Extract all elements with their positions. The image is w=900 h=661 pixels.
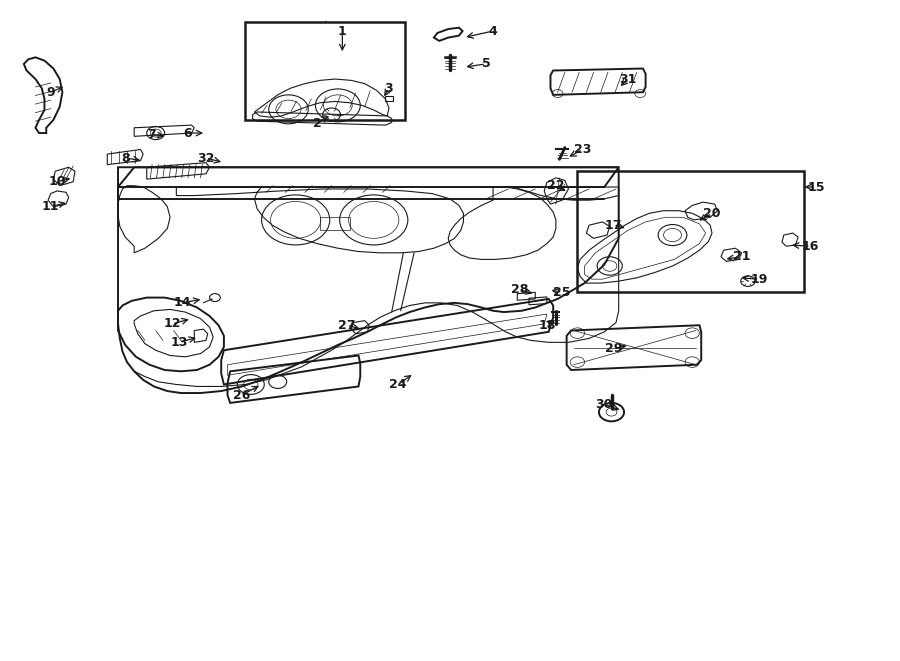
Text: 1: 1 bbox=[338, 24, 346, 38]
Text: 5: 5 bbox=[482, 58, 490, 71]
Text: 15: 15 bbox=[807, 180, 824, 194]
Text: 2: 2 bbox=[313, 116, 321, 130]
Text: 16: 16 bbox=[802, 240, 819, 253]
Text: 9: 9 bbox=[47, 86, 55, 98]
Text: 25: 25 bbox=[554, 286, 571, 299]
Bar bbox=[578, 171, 804, 292]
Text: 18: 18 bbox=[538, 319, 555, 332]
Text: 13: 13 bbox=[170, 336, 188, 349]
Text: 20: 20 bbox=[703, 207, 721, 220]
Text: 8: 8 bbox=[121, 151, 130, 165]
Text: 23: 23 bbox=[574, 143, 591, 156]
Text: 3: 3 bbox=[384, 82, 393, 95]
Text: 30: 30 bbox=[596, 398, 613, 410]
Text: 11: 11 bbox=[42, 200, 59, 214]
Text: 6: 6 bbox=[183, 126, 192, 139]
Text: 14: 14 bbox=[174, 296, 192, 309]
Text: 26: 26 bbox=[233, 389, 250, 401]
Text: 21: 21 bbox=[733, 251, 751, 263]
Text: 32: 32 bbox=[197, 151, 214, 165]
Text: 31: 31 bbox=[619, 73, 636, 85]
Text: 29: 29 bbox=[605, 342, 622, 356]
Text: 28: 28 bbox=[511, 283, 528, 296]
Text: 10: 10 bbox=[49, 175, 66, 188]
Text: 17: 17 bbox=[605, 219, 622, 232]
Text: 12: 12 bbox=[163, 317, 181, 330]
Text: 27: 27 bbox=[338, 319, 356, 332]
Text: 19: 19 bbox=[751, 272, 769, 286]
Text: 22: 22 bbox=[547, 179, 564, 192]
Bar bbox=[246, 22, 405, 120]
Text: 4: 4 bbox=[489, 24, 498, 38]
Text: 7: 7 bbox=[147, 128, 156, 141]
Text: 24: 24 bbox=[389, 378, 407, 391]
